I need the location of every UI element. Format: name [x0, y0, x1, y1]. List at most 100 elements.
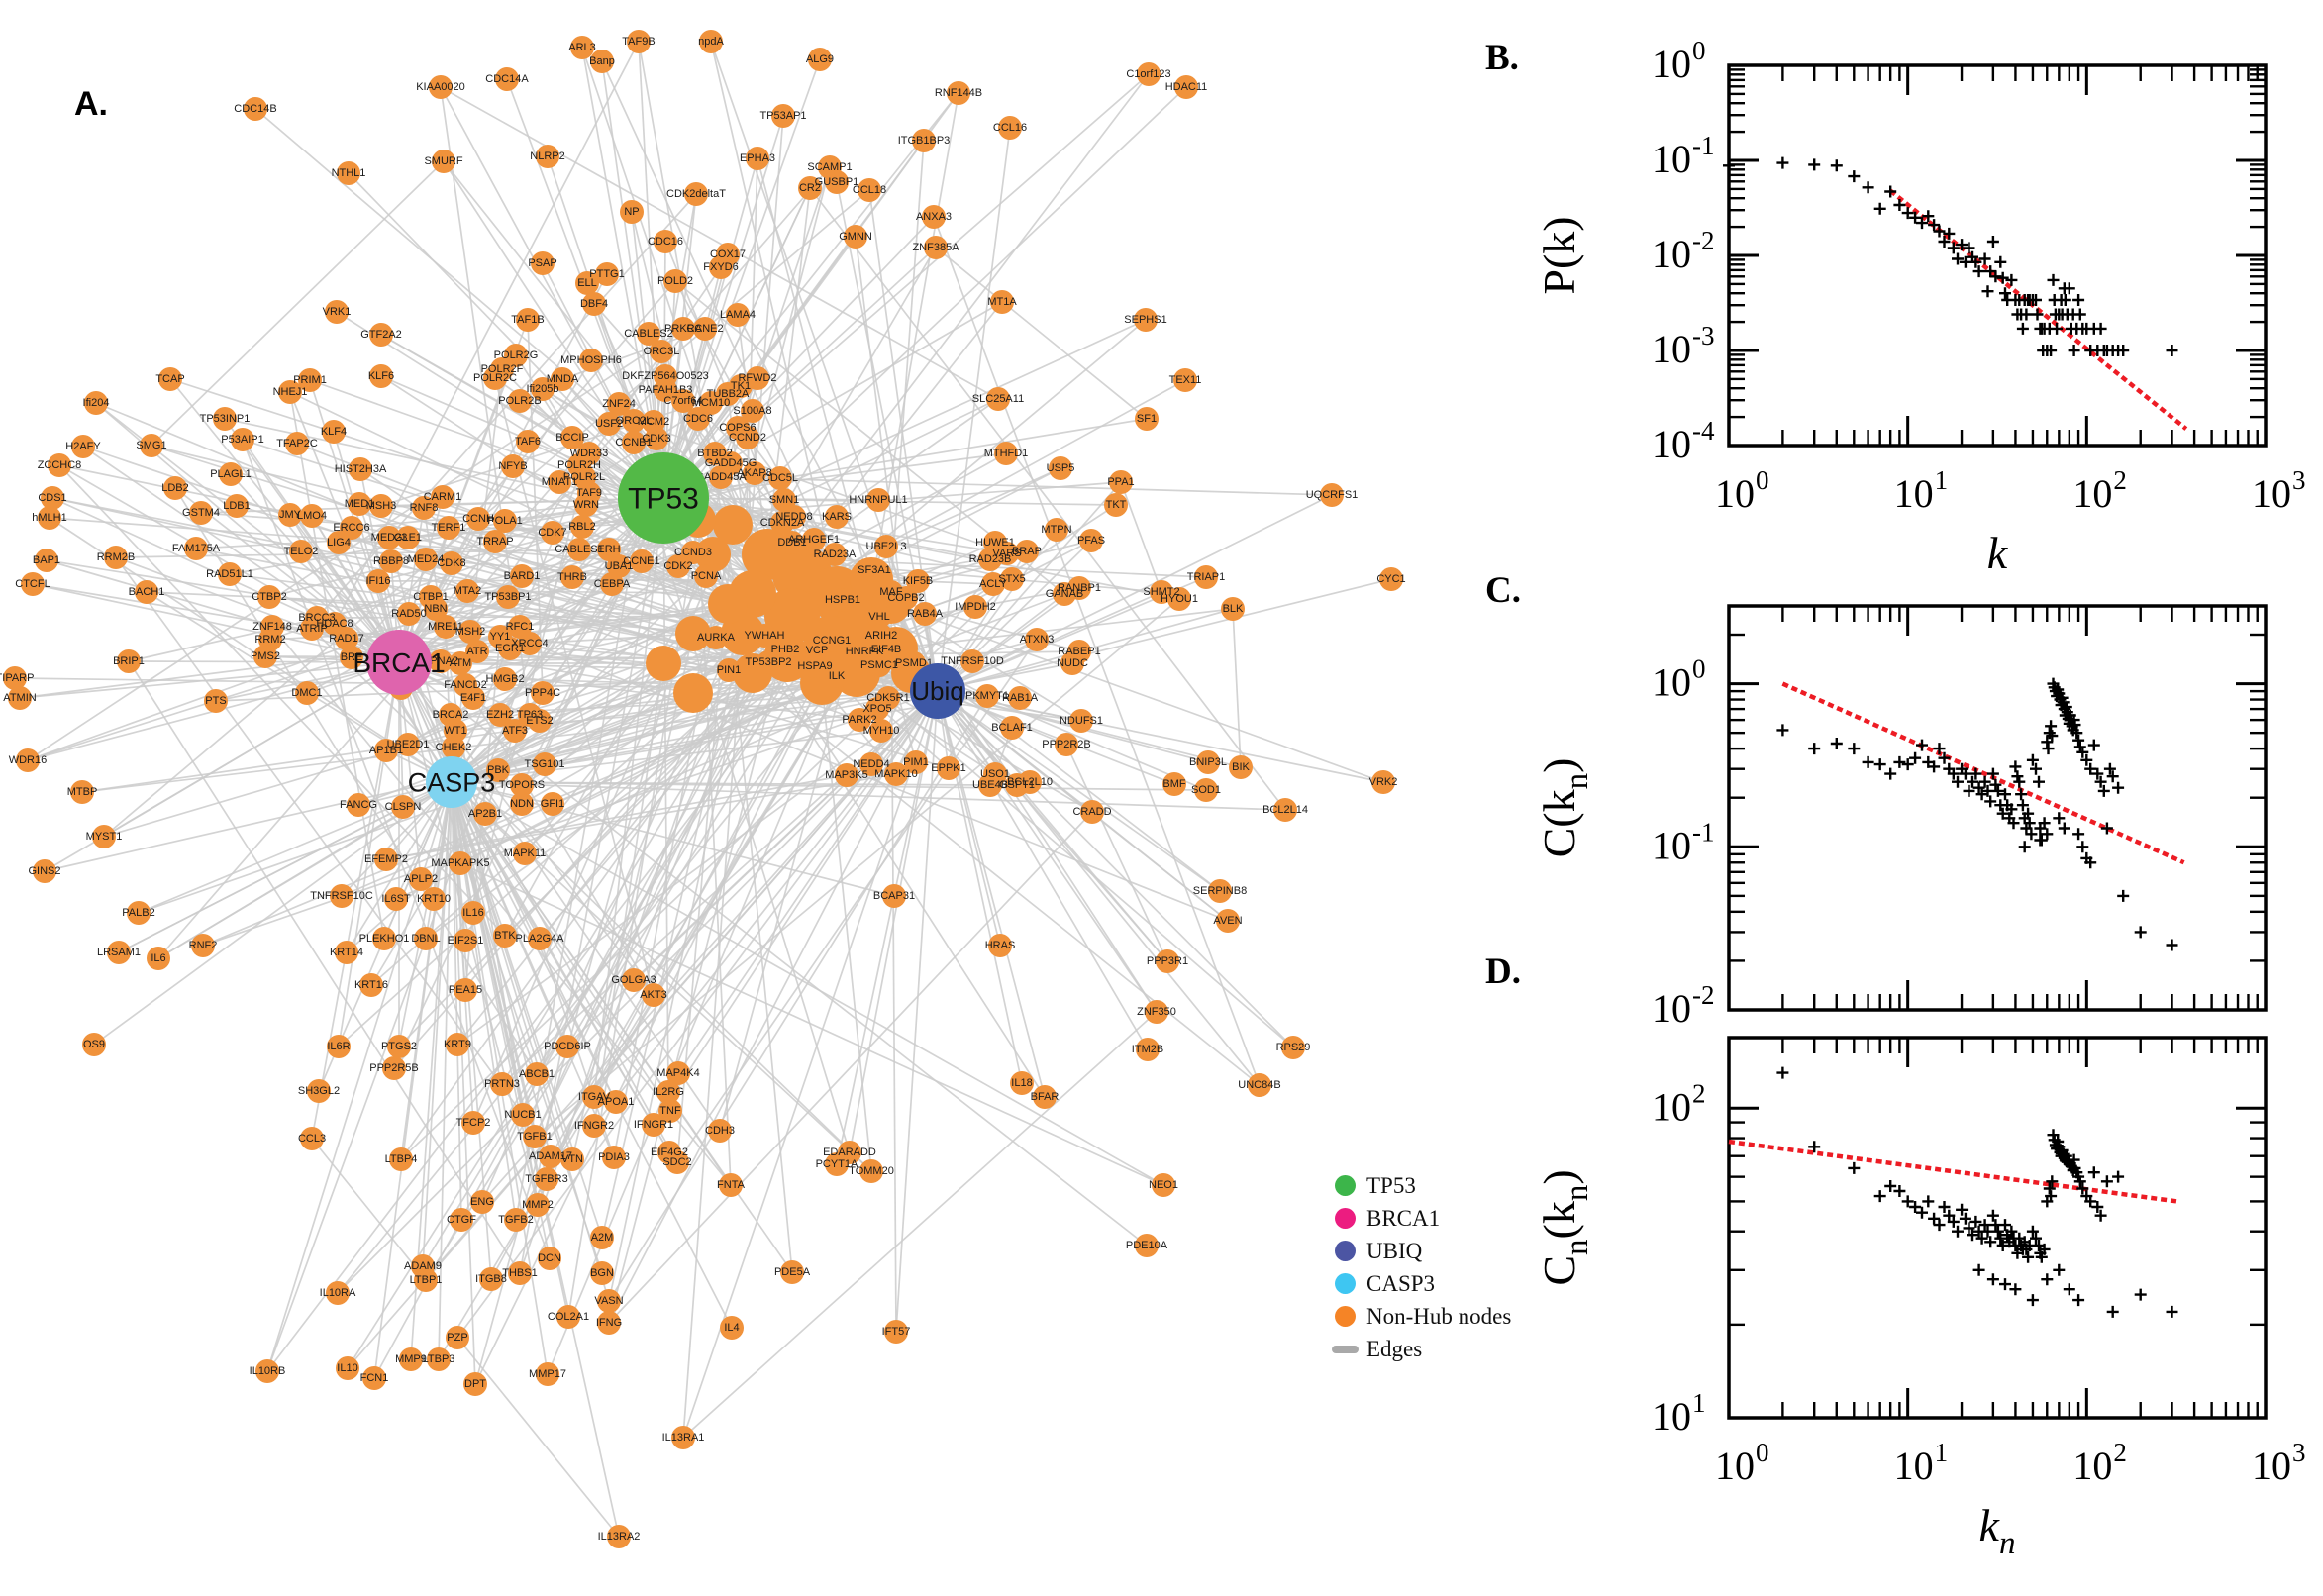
- svg-text:10-2: 10-2: [1652, 226, 1715, 276]
- svg-text:SDC2: SDC2: [662, 1156, 691, 1168]
- svg-text:LTBP3: LTBP3: [423, 1353, 455, 1365]
- svg-text:KLF4: KLF4: [321, 426, 347, 438]
- svg-text:LRSAM1: LRSAM1: [97, 947, 141, 958]
- svg-text:MCM2: MCM2: [638, 416, 669, 428]
- svg-text:10-2: 10-2: [1652, 980, 1715, 1031]
- svg-text:ATR: ATR: [466, 646, 487, 657]
- brca1-node-icon: [1335, 1208, 1356, 1229]
- svg-text:GADD45A: GADD45A: [695, 471, 747, 483]
- panel-b-label: B.: [1485, 38, 1519, 78]
- svg-text:PARK2: PARK2: [842, 714, 876, 726]
- svg-text:RAD51L1: RAD51L1: [206, 568, 253, 580]
- svg-text:AKAP8: AKAP8: [737, 467, 771, 479]
- svg-text:CRADD: CRADD: [1072, 806, 1111, 818]
- svg-text:PBK: PBK: [487, 764, 510, 776]
- svg-text:PIN1: PIN1: [717, 664, 741, 676]
- svg-text:TRIAP1: TRIAP1: [1187, 571, 1226, 583]
- svg-text:UBE2D1: UBE2D1: [387, 739, 430, 750]
- svg-text:RFWD2: RFWD2: [738, 372, 776, 384]
- svg-text:MNDA: MNDA: [547, 373, 579, 385]
- svg-text:CCND3: CCND3: [674, 547, 712, 558]
- svg-text:RAB4A: RAB4A: [907, 608, 944, 620]
- log-log-plots: 100 101 102 10310010-110-210-310-4P(k)k1001…: [1534, 36, 2306, 1561]
- svg-text:EIF4G2: EIF4G2: [651, 1147, 688, 1158]
- svg-text:MT1A: MT1A: [987, 296, 1017, 308]
- svg-text:PSAP: PSAP: [528, 257, 556, 269]
- svg-text:LTBP4: LTBP4: [385, 1153, 418, 1165]
- svg-text:KRT9: KRT9: [444, 1039, 471, 1050]
- axis-ticks: [1727, 63, 2268, 448]
- svg-text:MYH10: MYH10: [863, 725, 900, 737]
- svg-text:EPPK1: EPPK1: [931, 762, 965, 774]
- svg-text:NP: NP: [624, 206, 639, 218]
- svg-text:HMGB2: HMGB2: [485, 673, 524, 685]
- svg-text:VRK1: VRK1: [323, 306, 352, 318]
- svg-text:BRCA2: BRCA2: [433, 709, 469, 721]
- nonhub-node-icon: [1335, 1306, 1356, 1327]
- svg-text:10-4: 10-4: [1652, 416, 1715, 466]
- svg-text:CEBPA: CEBPA: [594, 578, 631, 590]
- svg-text:MTHFD1: MTHFD1: [984, 448, 1029, 459]
- svg-text:TRRAP: TRRAP: [476, 536, 513, 548]
- legend-item-tp53: TP53: [1335, 1173, 1511, 1198]
- svg-text:POLR2L: POLR2L: [563, 471, 605, 483]
- svg-text:CDC6: CDC6: [683, 413, 713, 425]
- svg-text:RAB1A: RAB1A: [1002, 692, 1039, 704]
- svg-text:MCM10: MCM10: [692, 397, 731, 409]
- svg-text:VTN: VTN: [561, 1153, 583, 1165]
- svg-text:CTBP2: CTBP2: [252, 591, 286, 603]
- svg-text:NHEJ1: NHEJ1: [273, 386, 308, 398]
- svg-text:P53AIP1: P53AIP1: [221, 434, 263, 446]
- svg-text:NDN: NDN: [510, 798, 534, 810]
- svg-text:SF1: SF1: [1137, 413, 1157, 425]
- svg-text:PTGS2: PTGS2: [381, 1041, 417, 1052]
- svg-text:CTGF: CTGF: [447, 1214, 476, 1226]
- svg-text:ATF3: ATF3: [502, 725, 528, 737]
- legend-label: CASP3: [1366, 1270, 1436, 1296]
- svg-text:PLA2G4A: PLA2G4A: [516, 933, 565, 945]
- svg-text:MSH2: MSH2: [455, 626, 486, 638]
- svg-text:Ifi205b: Ifi205b: [526, 383, 558, 395]
- svg-text:HSPB1: HSPB1: [825, 594, 860, 606]
- svg-text:CDC5L: CDC5L: [762, 472, 798, 484]
- svg-text:MNAT1: MNAT1: [542, 476, 577, 488]
- svg-text:Ifi204: Ifi204: [83, 397, 110, 409]
- svg-text:100: 100: [1652, 36, 1706, 86]
- svg-text:VCP: VCP: [806, 645, 829, 656]
- svg-text:GFI1: GFI1: [541, 798, 564, 810]
- svg-text:IFT57: IFT57: [882, 1326, 911, 1338]
- svg-text:LIG4: LIG4: [327, 537, 351, 549]
- svg-text:PZP: PZP: [447, 1332, 467, 1344]
- legend-item-ubiq: UBIQ: [1335, 1239, 1511, 1263]
- svg-text:IFNG: IFNG: [596, 1317, 622, 1329]
- svg-text:CCNG1: CCNG1: [813, 635, 852, 647]
- svg-text:SMN1: SMN1: [769, 494, 800, 506]
- svg-text:BCCIP: BCCIP: [556, 432, 589, 444]
- svg-text:ITGB1BP3: ITGB1BP3: [898, 135, 951, 147]
- svg-text:H2AFY: H2AFY: [65, 441, 101, 452]
- svg-text:DMC1: DMC1: [291, 687, 322, 699]
- svg-text:BLK: BLK: [1223, 603, 1244, 615]
- svg-text:MAP3K5: MAP3K5: [825, 769, 867, 781]
- svg-text:MTBP: MTBP: [67, 786, 98, 798]
- svg-text:VASN: VASN: [594, 1295, 623, 1307]
- svg-text:TCAP: TCAP: [155, 373, 184, 385]
- svg-text:KPNA2: KPNA2: [423, 655, 458, 667]
- svg-text:APLP2: APLP2: [404, 873, 438, 885]
- svg-text:PEA15: PEA15: [449, 984, 482, 996]
- svg-text:TAF9: TAF9: [576, 487, 602, 499]
- axis-titles: Cn(kn) kn: [1534, 1169, 2015, 1561]
- svg-text:100: 100: [1652, 654, 1706, 705]
- svg-text:CDK3: CDK3: [642, 433, 670, 445]
- svg-text:THBS1: THBS1: [502, 1267, 537, 1279]
- svg-text:SMG1: SMG1: [136, 440, 166, 451]
- svg-text:IL16: IL16: [462, 907, 483, 919]
- svg-text:TAF9B: TAF9B: [622, 36, 655, 48]
- svg-text:NUCB1: NUCB1: [504, 1109, 541, 1121]
- svg-text:FANCG: FANCG: [340, 799, 377, 811]
- svg-text:PLEKHO1: PLEKHO1: [359, 933, 410, 945]
- svg-text:102: 102: [2072, 465, 2127, 516]
- svg-text:EPHA3: EPHA3: [740, 152, 775, 164]
- legend-item-edges: Edges: [1332, 1337, 1511, 1361]
